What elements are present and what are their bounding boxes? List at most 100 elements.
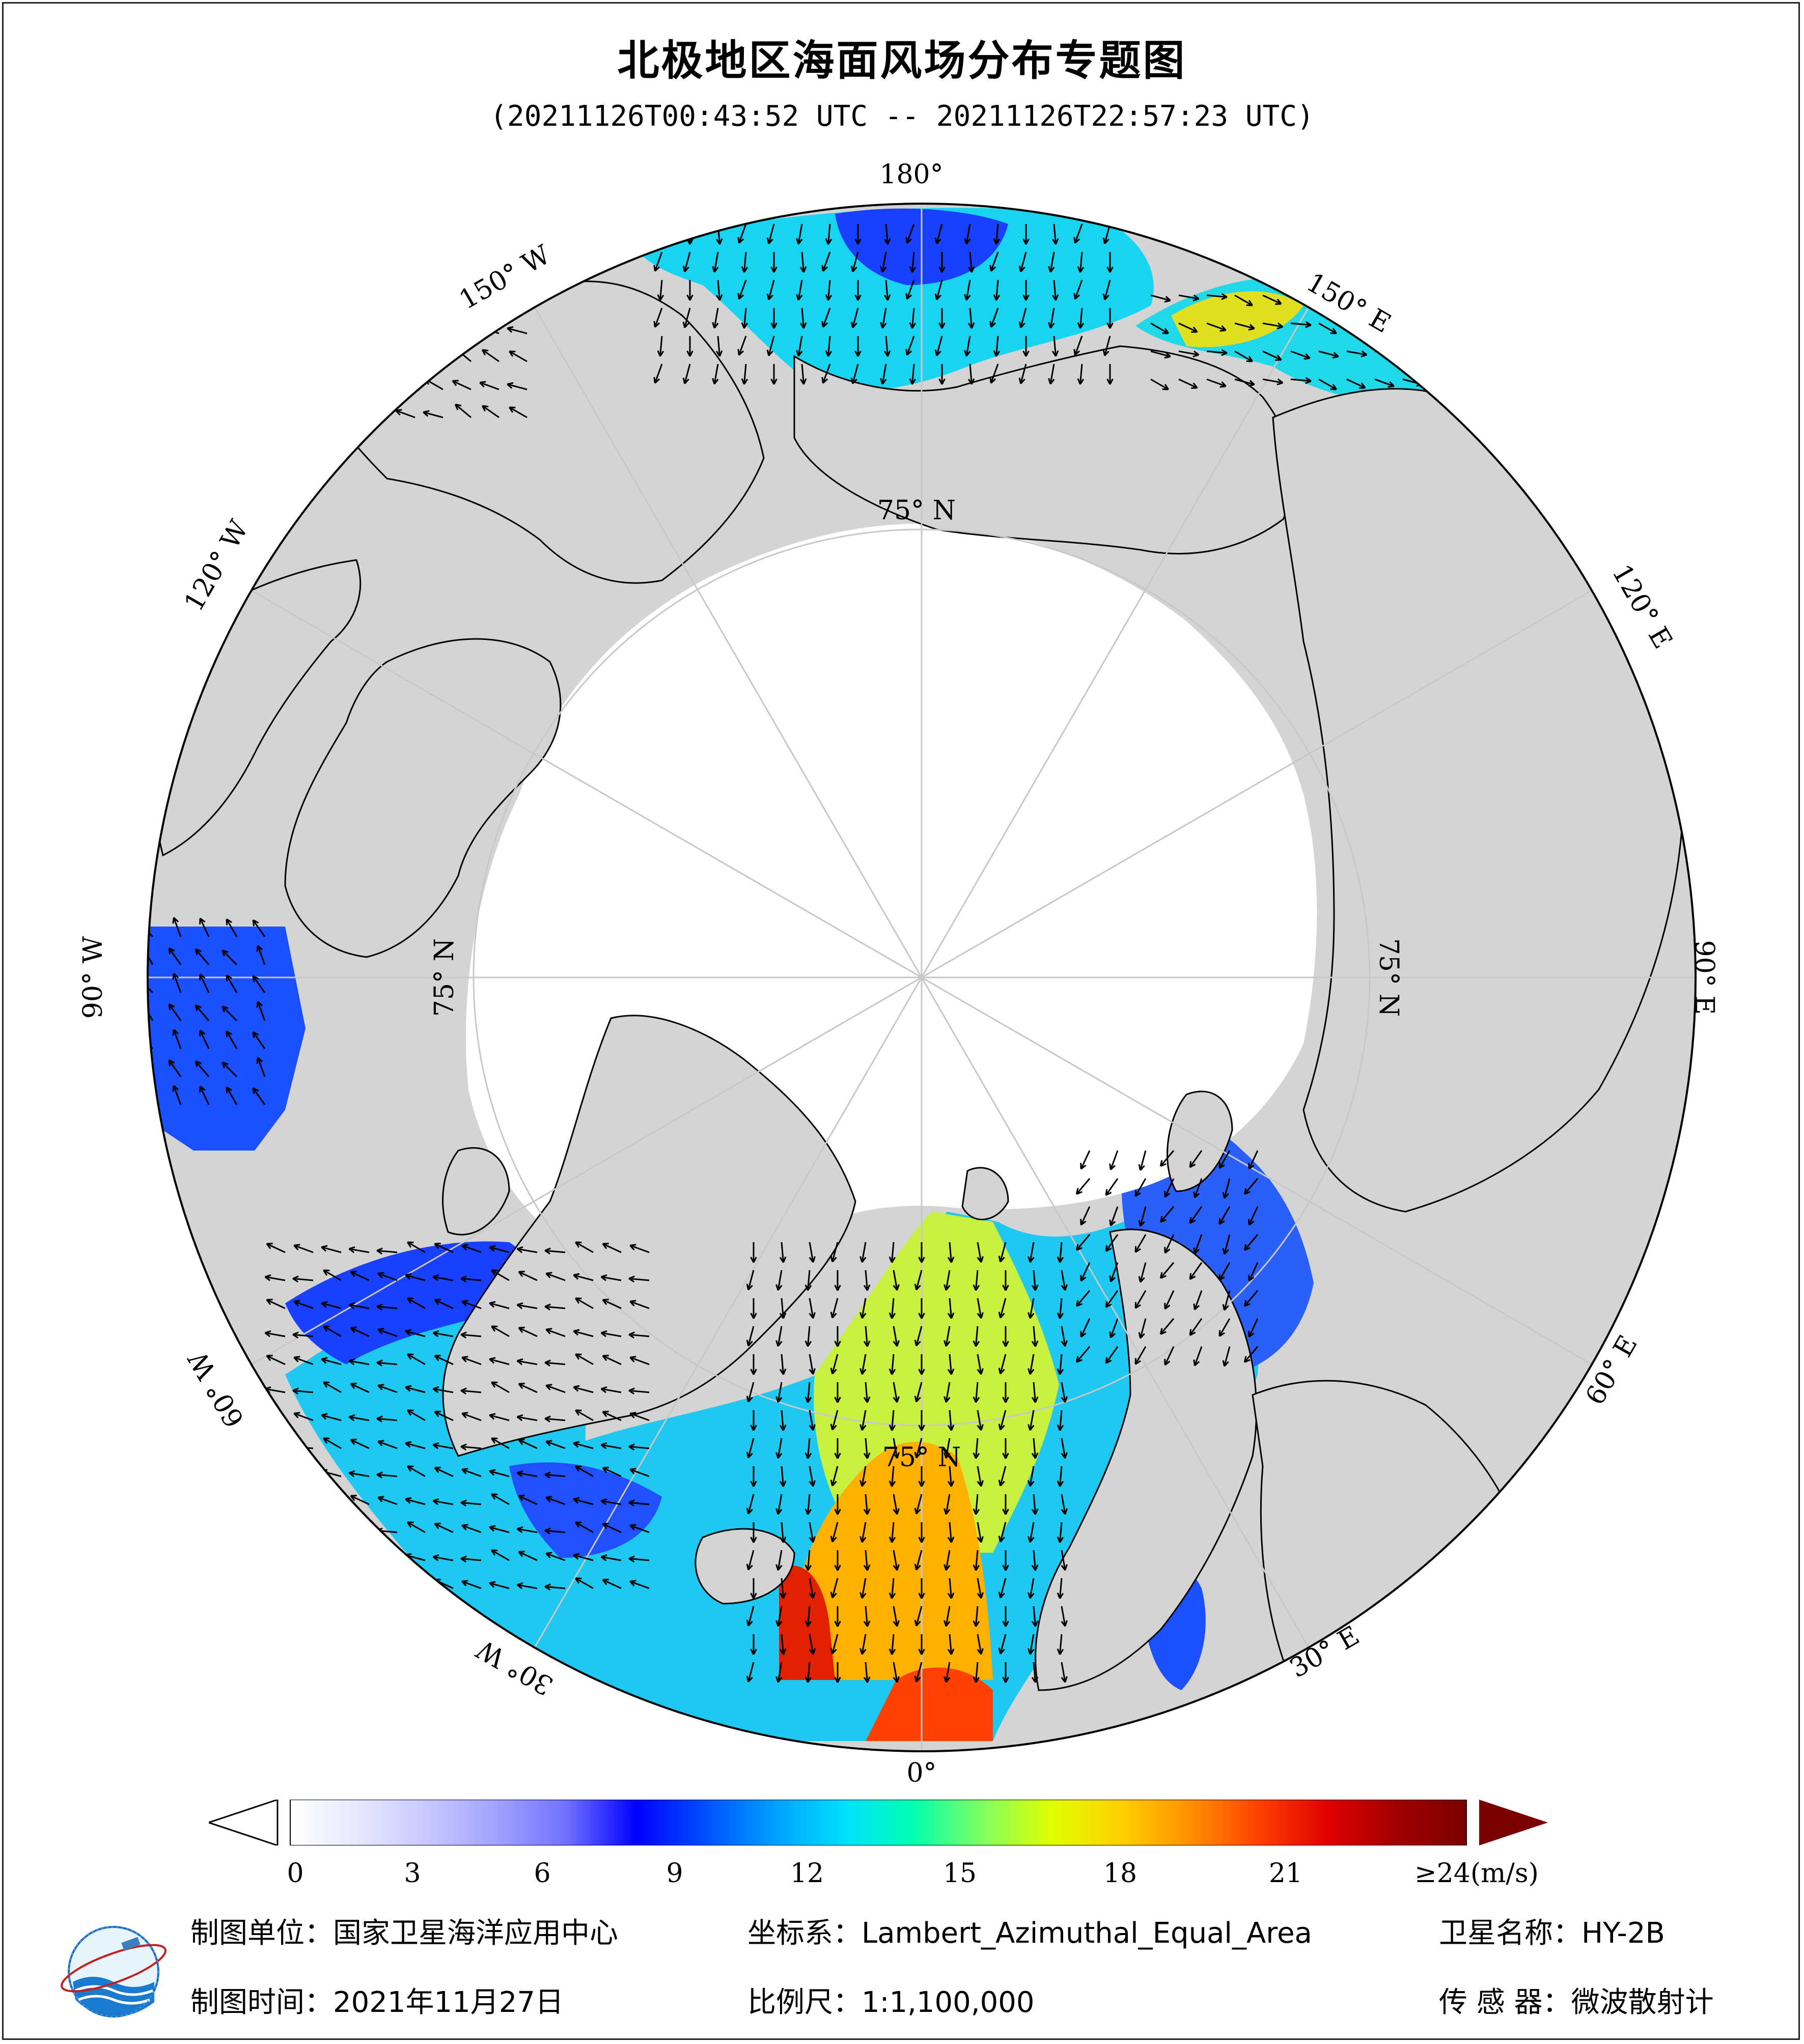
- wind-arrow-head: [821, 377, 828, 384]
- wind-arrow: [949, 1298, 952, 1319]
- wind-arrow-head: [460, 1443, 467, 1451]
- wind-arrow-head: [199, 973, 206, 981]
- wind-arrow-head: [796, 238, 803, 245]
- wind-arrow-head: [750, 1536, 757, 1543]
- wind-arrow: [517, 1528, 538, 1533]
- wind-arrow: [777, 1662, 783, 1683]
- wind-arrow: [1164, 1290, 1175, 1309]
- wind-arrow-head: [350, 1439, 357, 1445]
- wind-arrow-head: [715, 238, 723, 245]
- wind-arrow-head: [544, 1415, 551, 1423]
- wind-arrow-head: [434, 1467, 441, 1473]
- wind-arrow: [822, 307, 831, 328]
- wind-arrow: [911, 251, 915, 272]
- wind-arrow: [885, 223, 889, 244]
- wind-arrow: [1020, 251, 1027, 272]
- wind-arrow: [452, 324, 471, 334]
- wind-arrow-head: [1028, 1424, 1035, 1431]
- wind-arrow-head: [321, 1357, 328, 1364]
- wind-arrow-head: [1193, 1303, 1200, 1310]
- wind-arrow: [1244, 1346, 1259, 1363]
- wind-arrow-head: [686, 294, 693, 301]
- wind-arrow-head: [460, 1499, 467, 1507]
- wind-arrow: [368, 408, 387, 418]
- wind-arrow-head: [998, 1591, 1005, 1599]
- wind-arrow-head: [507, 382, 514, 389]
- wind-arrow-head: [998, 1255, 1005, 1263]
- wind-arrow-head: [880, 322, 887, 329]
- wind-arrow: [629, 1278, 650, 1281]
- wind-arrow: [1189, 1262, 1203, 1280]
- wind-arrow: [1224, 1234, 1231, 1255]
- wind-arrow-head: [889, 1312, 896, 1319]
- colorbar-ramp: [290, 1800, 1467, 1845]
- wind-arrow: [893, 1270, 898, 1291]
- wind-arrow: [1080, 1318, 1091, 1337]
- wind-arrow-head: [1077, 322, 1085, 329]
- wind-arrow-head: [905, 349, 912, 356]
- wind-arrow: [893, 1438, 898, 1459]
- wind-arrow: [1224, 1290, 1231, 1311]
- wind-arrow-head: [993, 294, 1001, 301]
- wind-arrow-head: [1189, 1217, 1196, 1224]
- wind-arrow-head: [779, 1648, 787, 1655]
- wind-arrow: [1140, 1318, 1147, 1339]
- wind-arrow: [945, 1550, 951, 1571]
- wind-arrow: [1234, 294, 1253, 306]
- wind-arrow-head: [1075, 1300, 1083, 1307]
- wind-arrow-head: [602, 1299, 609, 1305]
- wind-arrow-head: [775, 1340, 783, 1347]
- wind-arrow: [990, 307, 999, 328]
- wind-arrow-head: [1057, 1648, 1064, 1655]
- wind-arrow: [489, 1582, 510, 1589]
- wind-arrow: [199, 1086, 210, 1105]
- wind-arrow: [865, 1382, 868, 1403]
- wind-arrow: [398, 377, 415, 390]
- wind-arrow-head: [775, 1284, 783, 1291]
- wind-arrow-head: [1051, 294, 1059, 301]
- wind-arrow-head: [1051, 350, 1059, 357]
- wind-arrow-head: [266, 1579, 273, 1585]
- wind-arrow: [321, 1358, 342, 1365]
- wind-arrow-head: [350, 1551, 357, 1557]
- wind-arrow-head: [395, 409, 402, 416]
- wind-arrow-head: [575, 1577, 582, 1584]
- wind-arrow: [405, 1330, 426, 1337]
- wind-arrow-head: [834, 1284, 841, 1291]
- wind-arrow: [148, 946, 154, 965]
- wind-arrow-head: [737, 237, 744, 244]
- wind-arrow: [545, 1328, 566, 1337]
- wind-arrow-head: [432, 1274, 439, 1281]
- wind-arrow: [601, 1276, 622, 1281]
- wind-arrow-head: [830, 1591, 837, 1599]
- wind-arrow: [1074, 223, 1083, 244]
- wind-arrow: [807, 1326, 811, 1347]
- wind-arrow-head: [518, 1551, 525, 1557]
- wind-arrow-head: [460, 1387, 467, 1395]
- wind-arrow-head: [746, 1339, 753, 1347]
- wind-arrow: [407, 1577, 426, 1589]
- wind-arrow: [1262, 322, 1283, 328]
- wind-arrow-head: [741, 378, 748, 385]
- wind-arrow-head: [1305, 377, 1312, 384]
- wind-arrow-head: [998, 1535, 1005, 1543]
- wind-arrow: [949, 1634, 952, 1655]
- wind-arrow: [1194, 1234, 1203, 1254]
- wind-arrow-head: [368, 408, 375, 414]
- wind-arrow-head: [809, 1368, 816, 1375]
- wind-arrow-head: [746, 1507, 753, 1515]
- wind-arrow-head: [489, 1581, 496, 1588]
- wind-arrow-head: [825, 350, 832, 357]
- wind-arrow: [807, 1494, 811, 1515]
- wind-arrow: [168, 1059, 182, 1077]
- wind-arrow: [1224, 1178, 1231, 1199]
- wind-arrow: [1346, 378, 1366, 389]
- wind-arrow: [969, 363, 973, 384]
- wind-arrow-head: [479, 325, 486, 332]
- wind-arrow-head: [893, 1284, 900, 1291]
- wind-arrow-head: [1102, 293, 1109, 300]
- wind-arrow: [601, 1332, 622, 1337]
- wind-arrow: [781, 1522, 784, 1543]
- wind-arrow: [893, 1494, 898, 1515]
- wind-arrow: [809, 1466, 814, 1487]
